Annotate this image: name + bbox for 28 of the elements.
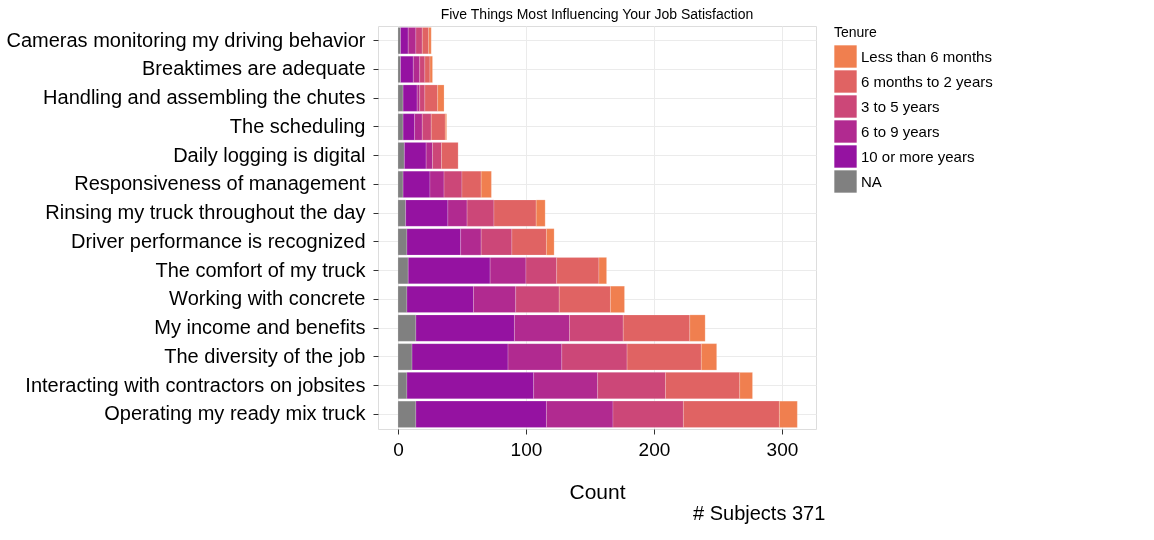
y-tick-label: Driver performance is recognized bbox=[70, 229, 366, 252]
legend-title: Tenure bbox=[834, 24, 878, 40]
y-tick-label: Rinsing my truck throughout the day bbox=[45, 201, 366, 224]
legend-label: 10 or more years bbox=[861, 147, 975, 165]
x-tick-label: 300 bbox=[766, 438, 799, 460]
y-tick-label: My income and benefits bbox=[154, 316, 366, 339]
y-tick-label: Breaktimes are adequate bbox=[142, 57, 366, 80]
text: # Subjects 371 bbox=[693, 502, 826, 524]
chart-title: Five Things Most Influencing Your Job Satisfaction bbox=[440, 6, 754, 22]
y-tick-label: Daily logging is digital bbox=[173, 143, 366, 166]
y-tick-label: Cameras monitoring my driving behavior bbox=[6, 28, 366, 51]
y-tick-label: The comfort of my truck bbox=[155, 258, 367, 281]
y-tick-label: Responsiveness of management bbox=[74, 172, 366, 195]
y-tick-label: The diversity of the job bbox=[164, 344, 366, 367]
legend-label: NA bbox=[861, 172, 882, 190]
x-tick-label: 0 bbox=[393, 438, 404, 460]
x-axis-title: Count bbox=[569, 479, 626, 503]
x-tick-label: 200 bbox=[638, 438, 671, 460]
legend-label: 3 to 5 years bbox=[861, 97, 940, 115]
legend-label: 6 months to 2 years bbox=[861, 72, 993, 90]
x-tick-label: 100 bbox=[510, 438, 543, 460]
y-tick-label: Interacting with contractors on jobsites bbox=[25, 373, 366, 396]
y-tick-label: Working with concrete bbox=[169, 287, 366, 310]
y-tick-label: The scheduling bbox=[229, 114, 366, 137]
y-tick-label: Operating my ready mix truck bbox=[104, 402, 367, 425]
legend-label: Less than 6 months bbox=[861, 47, 992, 65]
legend-label: 6 to 9 years bbox=[861, 122, 940, 140]
y-tick-label: Handling and assembling the chutes bbox=[43, 86, 366, 109]
